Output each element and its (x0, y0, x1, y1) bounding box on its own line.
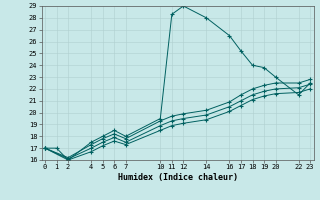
X-axis label: Humidex (Indice chaleur): Humidex (Indice chaleur) (118, 173, 237, 182)
